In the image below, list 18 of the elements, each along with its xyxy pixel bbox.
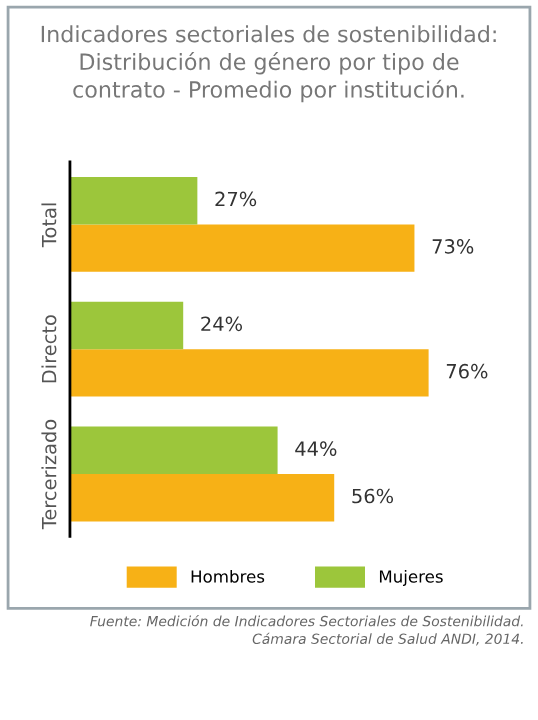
data-label: 44% [295,441,337,456]
bar [69,474,335,522]
legend-label: Mujeres [379,569,443,587]
bar [69,176,198,225]
bar [69,426,278,474]
chart-title: Indicadores sectoriales de sostenibilidad: Distribución de género por tipo de contrato - Promedio por institución. [41,25,496,103]
data-label: 56% [352,488,394,504]
bar [69,301,184,350]
data-label: 27% [215,191,257,207]
y-tick-label: Tercerizado [41,419,57,530]
data-label: 76% [446,363,488,379]
bar [69,349,429,397]
legend-label: Hombres [191,569,265,583]
data-label: 73% [432,239,474,254]
data-label: 24% [201,316,243,332]
y-tick-label: Total [41,203,57,248]
y-tick-label: Directo [41,315,57,383]
bar [69,224,415,272]
